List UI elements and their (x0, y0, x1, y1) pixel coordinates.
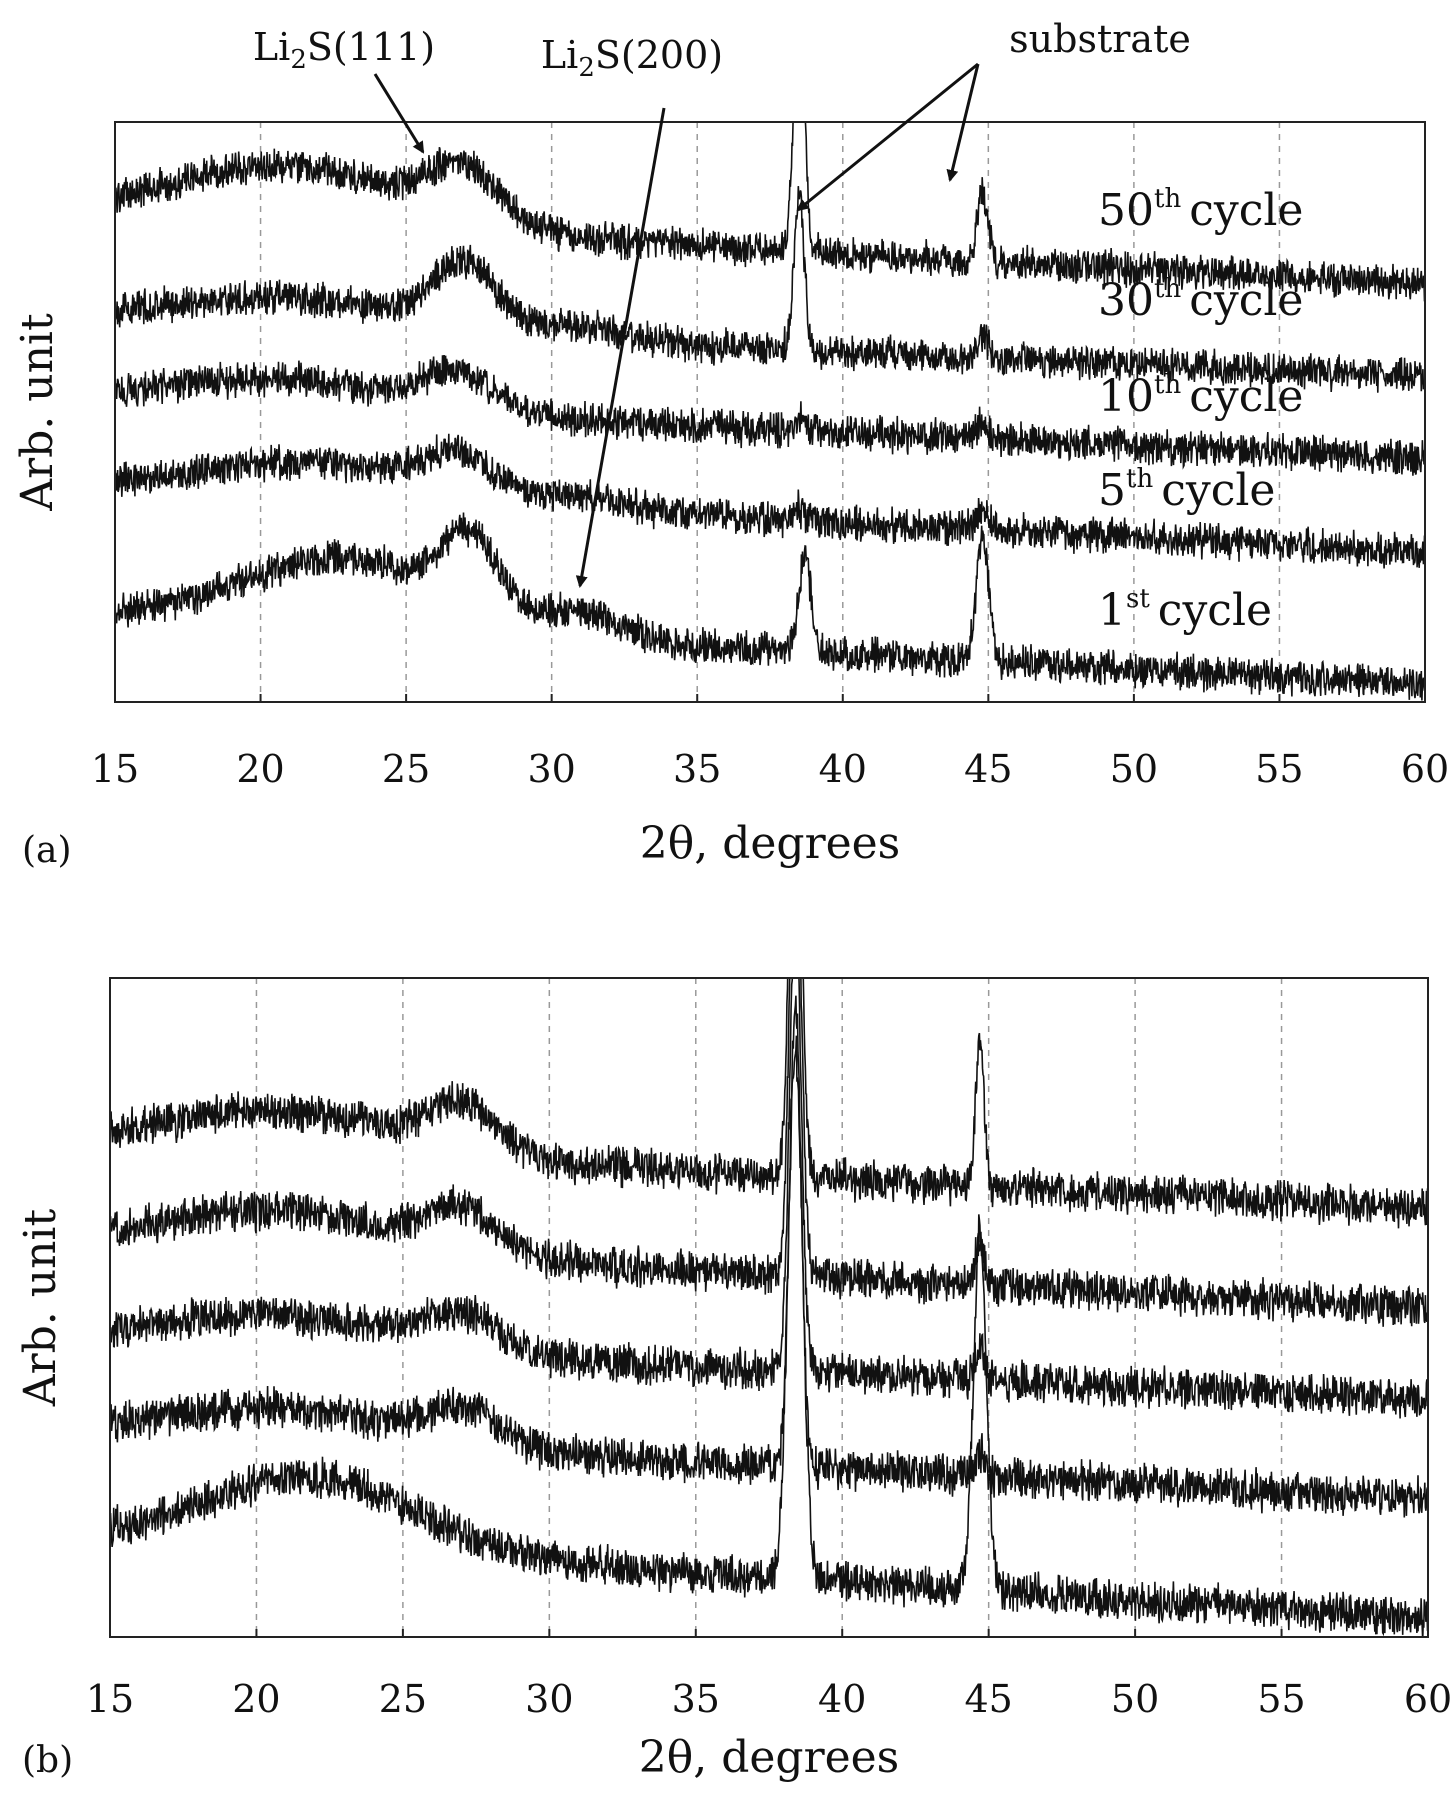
panel-b: 15 20 25 30 35 40 45 50 55 60 2θ, degrees Arb. unit… (15, 977, 1452, 1783)
x-tick-label: 15 (86, 1677, 134, 1721)
series-line (110, 978, 1428, 1327)
peak-annotation-label: Li2S(111) (253, 25, 435, 75)
x-tick-label: 25 (382, 747, 430, 791)
x-tick-label: 30 (525, 1677, 573, 1721)
y-axis-label: Arb. unit (15, 1209, 66, 1408)
x-axis-label: 2θ, degrees (640, 818, 901, 869)
series-line (115, 433, 1425, 569)
x-tick-label: 15 (91, 747, 139, 791)
x-tick-label: 35 (672, 1677, 720, 1721)
x-tick-label: 60 (1404, 1677, 1452, 1721)
x-tick-label: 45 (964, 747, 1012, 791)
x-tick-label: 35 (673, 747, 721, 791)
series-line (110, 978, 1428, 1229)
series-line (115, 122, 1425, 302)
series-line (110, 1035, 1428, 1637)
series-label: 1st cycle (1098, 584, 1272, 636)
panel-a: 15 20 25 30 35 40 45 50 55 60 2θ, degrees Arb. unit… (12, 17, 1449, 871)
series-line (110, 978, 1428, 1419)
series-label: 10th cycle (1098, 370, 1303, 422)
series-line (115, 512, 1425, 701)
x-tick-label: 50 (1111, 1677, 1159, 1721)
x-tick-label: 55 (1257, 1677, 1305, 1721)
series-line (110, 995, 1428, 1518)
series-label: 30th cycle (1098, 274, 1303, 326)
series-line (115, 186, 1425, 393)
annotation-arrow (373, 73, 425, 154)
x-tick-label: 40 (819, 747, 867, 791)
x-tick-label: 25 (379, 1677, 427, 1721)
x-tick-label: 20 (232, 1677, 280, 1721)
plot-frame (114, 121, 1426, 703)
peak-annotation-label: Li2S(200) (541, 33, 723, 83)
series-label: 50th cycle (1098, 184, 1303, 236)
panel-label: (a) (22, 830, 72, 871)
annotation-arrow (946, 63, 980, 182)
x-tick-label: 50 (1110, 747, 1158, 791)
x-tick-label: 60 (1401, 747, 1449, 791)
plot-frame (109, 977, 1429, 1638)
series-label: 5th cycle (1098, 464, 1275, 516)
panel-label: (b) (22, 1740, 73, 1781)
x-tick-label: 20 (236, 747, 284, 791)
x-tick-label: 55 (1255, 747, 1303, 791)
peak-annotation-label: substrate (1009, 17, 1191, 61)
x-axis-label: 2θ, degrees (639, 1732, 900, 1783)
x-tick-label: 45 (964, 1677, 1012, 1721)
x-tick-label: 30 (527, 747, 575, 791)
series-line (115, 354, 1425, 476)
y-axis-label: Arb. unit (12, 313, 63, 512)
annotation-arrow (796, 62, 979, 212)
x-tick-label: 40 (818, 1677, 866, 1721)
annotation-arrow (575, 107, 666, 588)
